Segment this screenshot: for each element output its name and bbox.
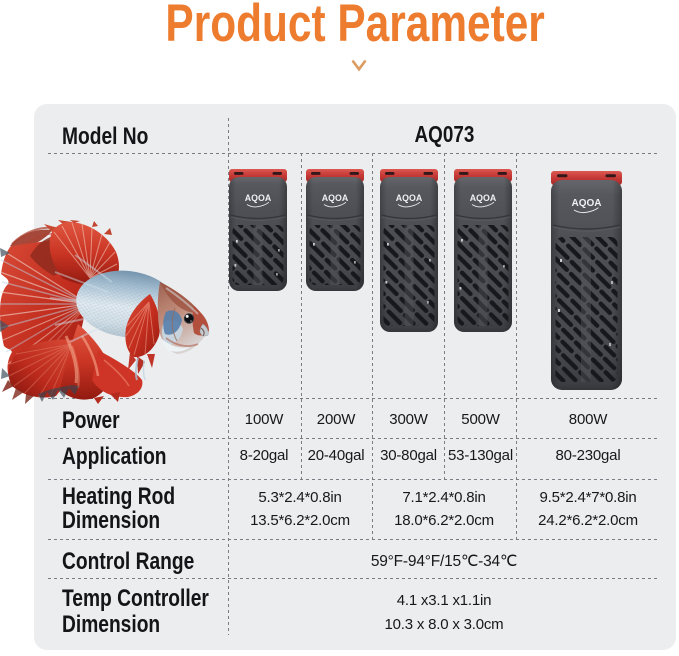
svg-text:AQOA: AQOA	[245, 193, 272, 203]
svg-text:AQOA: AQOA	[396, 193, 423, 203]
svg-text:AQOA: AQOA	[572, 198, 602, 209]
svg-text:AQOA: AQOA	[470, 193, 497, 203]
svg-text:AQOA: AQOA	[322, 193, 349, 203]
